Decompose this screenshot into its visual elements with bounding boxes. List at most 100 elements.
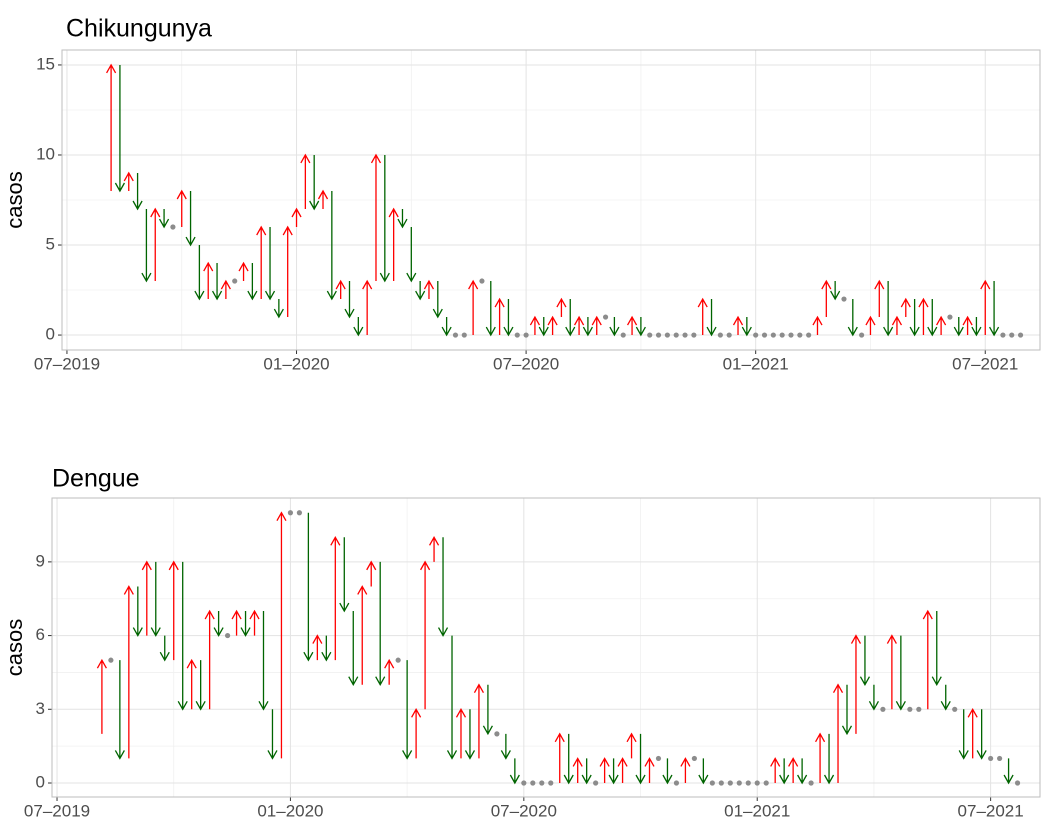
down-arrow [397,209,408,229]
up-arrow [891,315,903,336]
down-arrow [779,758,790,785]
down-arrow [211,263,223,301]
same-dot [1009,332,1015,338]
same-dot [523,332,529,338]
up-arrow [238,261,249,282]
down-arrow [883,281,894,337]
same-dot [452,332,459,338]
up-arrow [554,732,565,783]
same-dot [682,332,688,338]
y-axis-label: casos [2,171,27,228]
up-arrow [335,279,346,300]
same-dot [673,780,680,786]
x-tick-label: 07–2021 [958,801,1024,820]
up-arrow [370,153,382,282]
down-arrow [464,709,476,760]
y-tick-label: 6 [36,625,45,644]
up-arrow [276,511,287,759]
down-arrow [273,299,284,319]
x-tick-label: 01–2020 [263,354,329,373]
same-dot [753,332,759,338]
same-dot [395,657,401,663]
up-arrow [886,634,897,710]
down-arrow [698,758,709,785]
same-dot [745,780,751,786]
down-arrow [441,317,452,337]
down-arrow [563,733,574,785]
same-dot [461,332,467,338]
same-dot [296,510,303,516]
down-arrow [635,317,646,337]
same-dot [494,731,500,737]
chart-title: Chikungunya [66,15,212,43]
down-arrow [326,190,337,301]
up-arrow [572,757,583,783]
up-arrow [626,732,637,759]
down-arrow [141,209,152,283]
down-arrow [582,317,593,337]
up-arrow [980,279,991,336]
up-arrow [821,279,832,318]
same-dot [602,314,609,320]
down-arrow [500,733,511,760]
same-dot [952,706,958,712]
up-arrow [967,707,978,759]
down-arrow [195,660,206,711]
same-dot [1017,332,1024,338]
down-arrow [213,611,224,637]
down-arrow [348,611,359,687]
up-arrow [617,757,628,783]
up-arrow [203,261,214,300]
same-dot [947,314,953,320]
down-arrow [185,190,196,247]
down-arrow [344,281,355,319]
up-arrow [300,153,311,210]
same-dot [726,332,732,338]
same-dot [539,780,545,786]
same-dot [521,780,527,786]
plot-border [51,497,1041,798]
y-axis-label: casos [2,619,27,676]
down-arrow [581,758,592,785]
x-tick-label: 07–2020 [493,354,559,373]
down-arrow [482,684,493,736]
down-arrow [958,709,969,760]
up-arrow [428,535,440,562]
up-arrow [468,279,479,336]
up-arrow [812,315,823,336]
same-dot [479,278,485,284]
up-arrow [366,560,377,587]
same-dot [988,755,994,762]
down-arrow [1003,758,1014,785]
same-dot [170,224,176,230]
up-arrow [256,225,267,300]
up-arrow [918,297,929,336]
down-arrow [741,317,752,337]
same-dot [763,780,769,786]
up-arrow [220,279,231,300]
down-arrow [159,209,170,229]
down-arrow [859,635,871,687]
down-arrow [240,611,251,637]
down-arrow [830,281,841,301]
same-dot [770,332,776,338]
chart-title: Dengue [52,465,140,493]
down-arrow [432,281,443,319]
y-tick-label: 5 [46,235,55,254]
down-arrow [114,660,125,760]
down-arrow [303,512,314,662]
up-arrow [547,315,558,336]
same-dot [717,332,723,338]
down-arrow [309,154,320,211]
same-dot [1014,780,1021,786]
down-arrow [321,635,332,662]
up-arrow [865,315,876,336]
up-arrow [357,585,368,685]
down-arrow [841,684,853,736]
up-arrow [591,315,602,336]
down-arrow [971,317,982,337]
x-tick-label: 01–2020 [257,801,323,820]
down-arrow [635,733,646,785]
up-arrow [420,560,431,710]
